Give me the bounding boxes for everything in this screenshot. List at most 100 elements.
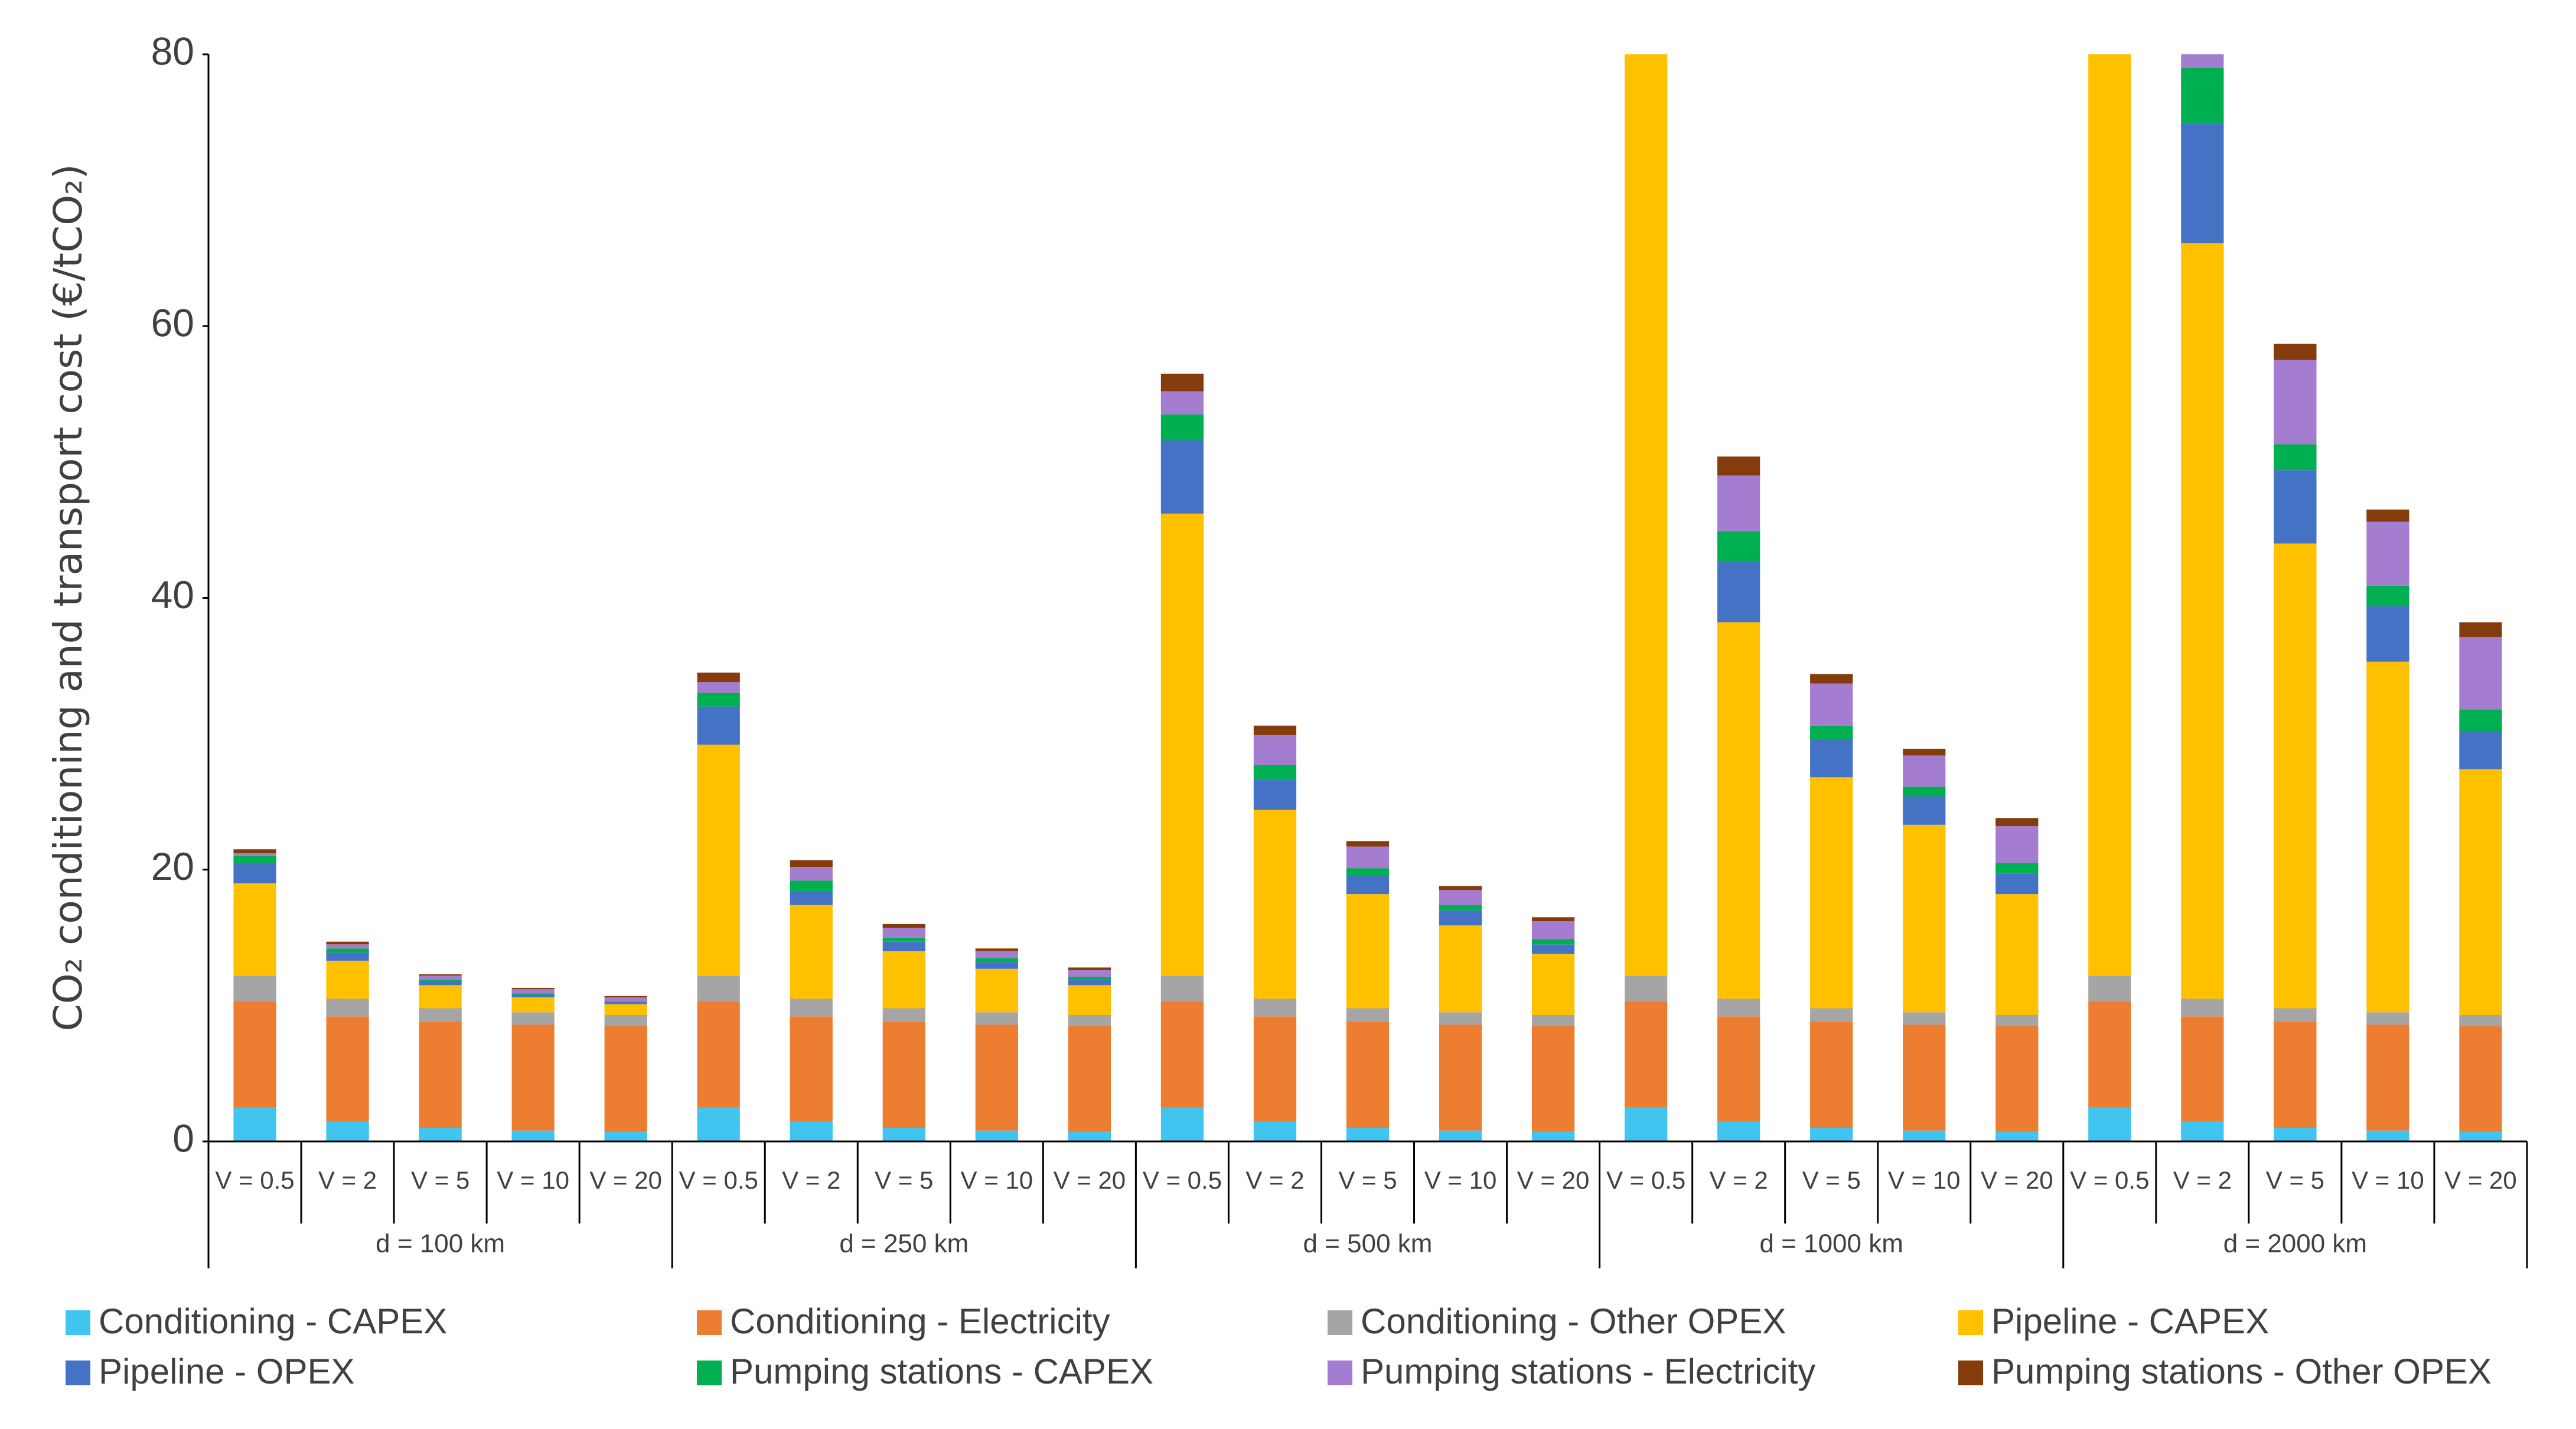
bar-segment xyxy=(2274,444,2317,471)
bar-segment xyxy=(2181,1121,2224,1141)
bar-segment xyxy=(326,948,369,953)
x-tick-label: V = 5 xyxy=(875,1166,933,1194)
bar-segment xyxy=(2459,709,2502,732)
x-tick-label: V = 0.5 xyxy=(679,1166,758,1194)
bar-segment xyxy=(1903,1130,1946,1141)
bar-segment xyxy=(2366,606,2409,662)
bar-segment xyxy=(1068,1131,1111,1141)
plot-area xyxy=(233,0,2502,1141)
bar-segment xyxy=(1068,970,1111,977)
bar-segment xyxy=(2459,1014,2502,1026)
bar-segment xyxy=(233,1107,276,1141)
bar-segment xyxy=(975,968,1018,1013)
bar-segment xyxy=(790,867,833,881)
legend-swatch xyxy=(1958,1310,1983,1335)
bar-segment xyxy=(511,993,555,995)
bar-segment xyxy=(1717,1121,1760,1141)
bar-segment xyxy=(2181,243,2224,999)
bar-segment xyxy=(233,975,276,1001)
bar-segment xyxy=(604,1004,647,1015)
bar-segment xyxy=(1810,725,1853,739)
bar-segment xyxy=(1810,777,1853,1009)
bar-segment xyxy=(1253,1016,1297,1121)
bar-segment xyxy=(1439,925,1482,1013)
bar-segment xyxy=(790,1121,833,1141)
bar-segment xyxy=(1995,894,2039,1015)
x-tick-label: V = 20 xyxy=(2444,1166,2517,1194)
bar-segment xyxy=(1068,985,1111,1015)
bar-segment xyxy=(2274,1127,2317,1141)
bar-segment xyxy=(1903,1025,1946,1131)
bar-segment xyxy=(1625,1107,1668,1141)
x-tick-label: V = 20 xyxy=(1054,1166,1126,1194)
bar-segment xyxy=(1160,391,1204,415)
bar-segment xyxy=(233,856,276,863)
bar-segment xyxy=(326,952,369,961)
group-label: d = 100 km xyxy=(376,1229,505,1258)
x-tick-label: V = 5 xyxy=(1802,1166,1861,1194)
x-tick-label: V = 0.5 xyxy=(215,1166,294,1194)
y-axis-title: CO₂ conditioning and transport cost (€/t… xyxy=(45,164,91,1032)
bar-segment xyxy=(1625,1001,1668,1108)
bar-segment xyxy=(326,960,369,999)
bar-segment xyxy=(1439,1012,1482,1025)
bar-segment xyxy=(1531,1026,1575,1132)
bar-segment xyxy=(790,891,833,905)
bar-segment xyxy=(2459,622,2502,638)
bar-segment xyxy=(1625,0,1667,51)
legend-swatch xyxy=(1328,1361,1352,1385)
bar-segment xyxy=(2088,975,2131,1001)
bar-segment xyxy=(2459,637,2502,710)
bar-segment xyxy=(790,999,833,1017)
bar-segment xyxy=(1995,1026,2039,1132)
bar-segment xyxy=(2181,54,2224,68)
bar-segment xyxy=(511,1025,555,1131)
bar-segment xyxy=(882,951,925,1009)
bar-segment xyxy=(2459,731,2502,769)
bar-segment xyxy=(1068,1014,1111,1026)
bar-segment xyxy=(1995,818,2039,827)
group-label: d = 1000 km xyxy=(1760,1229,1903,1258)
group-label: d = 2000 km xyxy=(2223,1229,2367,1258)
legend-label: Conditioning - CAPEX xyxy=(99,1301,447,1341)
bar-segment xyxy=(1253,1121,1297,1141)
bar-segment xyxy=(1346,894,1390,1009)
bar-segment xyxy=(790,860,833,867)
bar-segment xyxy=(1903,787,1946,797)
bar-segment xyxy=(1625,975,1668,1001)
bar-segment xyxy=(326,1016,369,1121)
bar-segment xyxy=(1995,873,2039,895)
bar-segment xyxy=(1439,1130,1482,1141)
bar-segment xyxy=(419,981,462,986)
bar-segment xyxy=(1160,414,1204,441)
x-tick-label: V = 10 xyxy=(961,1166,1033,1194)
bar-segment xyxy=(2366,1012,2409,1025)
bar-segment xyxy=(1903,824,1946,1013)
y-tick-label: 40 xyxy=(151,573,194,616)
bar-segment xyxy=(1253,999,1297,1017)
bar-segment xyxy=(697,745,740,976)
bar-segment xyxy=(233,853,276,856)
bar-segment xyxy=(1160,440,1204,514)
bar-segment xyxy=(2274,1022,2317,1128)
bar-segment xyxy=(1717,622,1760,999)
y-tick-label: 20 xyxy=(151,844,194,888)
bar-segment xyxy=(604,1014,647,1026)
bar-segment xyxy=(1810,1008,1853,1022)
bar-segment xyxy=(1439,1025,1482,1131)
bar-segment xyxy=(697,1107,740,1141)
bar-segment xyxy=(2181,123,2224,243)
bar-segment xyxy=(604,1026,647,1132)
legend-label: Pipeline - OPEX xyxy=(99,1352,355,1391)
bar-segment xyxy=(233,883,276,976)
x-tick-label: V = 0.5 xyxy=(1606,1166,1685,1194)
bar-segment xyxy=(1439,886,1482,890)
bar-segment xyxy=(1346,1008,1390,1022)
bar-segment xyxy=(2088,1001,2131,1108)
bar-segment xyxy=(2366,661,2409,1013)
bar-segment xyxy=(1717,475,1760,531)
bar-segment xyxy=(1346,875,1390,895)
bar-segment xyxy=(326,941,369,945)
bar-segment xyxy=(419,975,462,980)
